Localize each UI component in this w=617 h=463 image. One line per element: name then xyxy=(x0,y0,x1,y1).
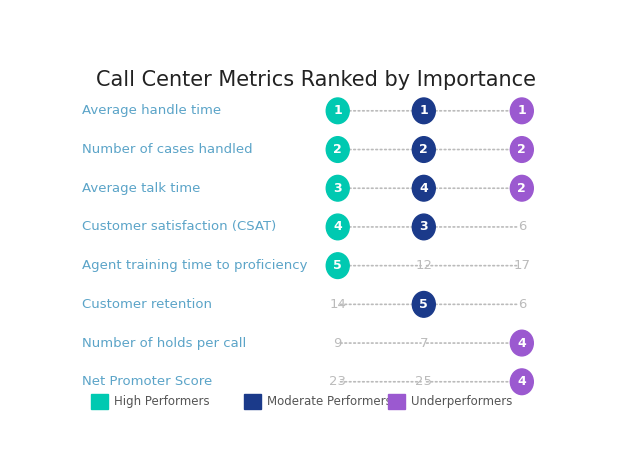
Text: 2: 2 xyxy=(333,143,342,156)
Text: 1: 1 xyxy=(420,104,428,117)
Text: 2: 2 xyxy=(518,182,526,195)
Text: Number of cases handled: Number of cases handled xyxy=(82,143,252,156)
Text: Moderate Performers: Moderate Performers xyxy=(267,395,392,408)
Text: 7: 7 xyxy=(420,337,428,350)
Text: Call Center Metrics Ranked by Importance: Call Center Metrics Ranked by Importance xyxy=(96,70,536,90)
Text: 2: 2 xyxy=(420,143,428,156)
Text: Customer satisfaction (CSAT): Customer satisfaction (CSAT) xyxy=(82,220,276,233)
Ellipse shape xyxy=(326,214,349,240)
Ellipse shape xyxy=(326,98,349,124)
Text: 3: 3 xyxy=(420,220,428,233)
Text: 3: 3 xyxy=(333,182,342,195)
Text: Average talk time: Average talk time xyxy=(82,182,201,195)
Text: Net Promoter Score: Net Promoter Score xyxy=(82,375,212,388)
Text: 5: 5 xyxy=(333,259,342,272)
Ellipse shape xyxy=(412,137,435,163)
Text: Customer retention: Customer retention xyxy=(82,298,212,311)
Ellipse shape xyxy=(412,214,435,240)
Text: 6: 6 xyxy=(518,298,526,311)
Ellipse shape xyxy=(412,292,435,317)
Ellipse shape xyxy=(412,98,435,124)
Text: 23: 23 xyxy=(329,375,346,388)
Text: Number of holds per call: Number of holds per call xyxy=(82,337,246,350)
Ellipse shape xyxy=(326,137,349,163)
FancyBboxPatch shape xyxy=(388,394,405,408)
Text: Underperformers: Underperformers xyxy=(411,395,512,408)
Text: 4: 4 xyxy=(518,337,526,350)
Text: Average handle time: Average handle time xyxy=(82,104,221,117)
Ellipse shape xyxy=(510,369,533,394)
Text: 25: 25 xyxy=(415,375,433,388)
Ellipse shape xyxy=(412,175,435,201)
Text: 1: 1 xyxy=(333,104,342,117)
Ellipse shape xyxy=(510,137,533,163)
Ellipse shape xyxy=(326,175,349,201)
Text: 4: 4 xyxy=(518,375,526,388)
Ellipse shape xyxy=(510,330,533,356)
Ellipse shape xyxy=(510,98,533,124)
Text: 6: 6 xyxy=(518,220,526,233)
Ellipse shape xyxy=(326,253,349,278)
Text: High Performers: High Performers xyxy=(114,395,210,408)
Text: 1: 1 xyxy=(518,104,526,117)
Text: 5: 5 xyxy=(420,298,428,311)
FancyBboxPatch shape xyxy=(244,394,261,408)
Text: 9: 9 xyxy=(334,337,342,350)
Text: 17: 17 xyxy=(513,259,531,272)
FancyBboxPatch shape xyxy=(91,394,108,408)
Text: 4: 4 xyxy=(333,220,342,233)
Text: 4: 4 xyxy=(420,182,428,195)
Text: 12: 12 xyxy=(415,259,433,272)
Text: 14: 14 xyxy=(329,298,346,311)
Ellipse shape xyxy=(510,175,533,201)
Text: 2: 2 xyxy=(518,143,526,156)
Text: Agent training time to proficiency: Agent training time to proficiency xyxy=(82,259,307,272)
